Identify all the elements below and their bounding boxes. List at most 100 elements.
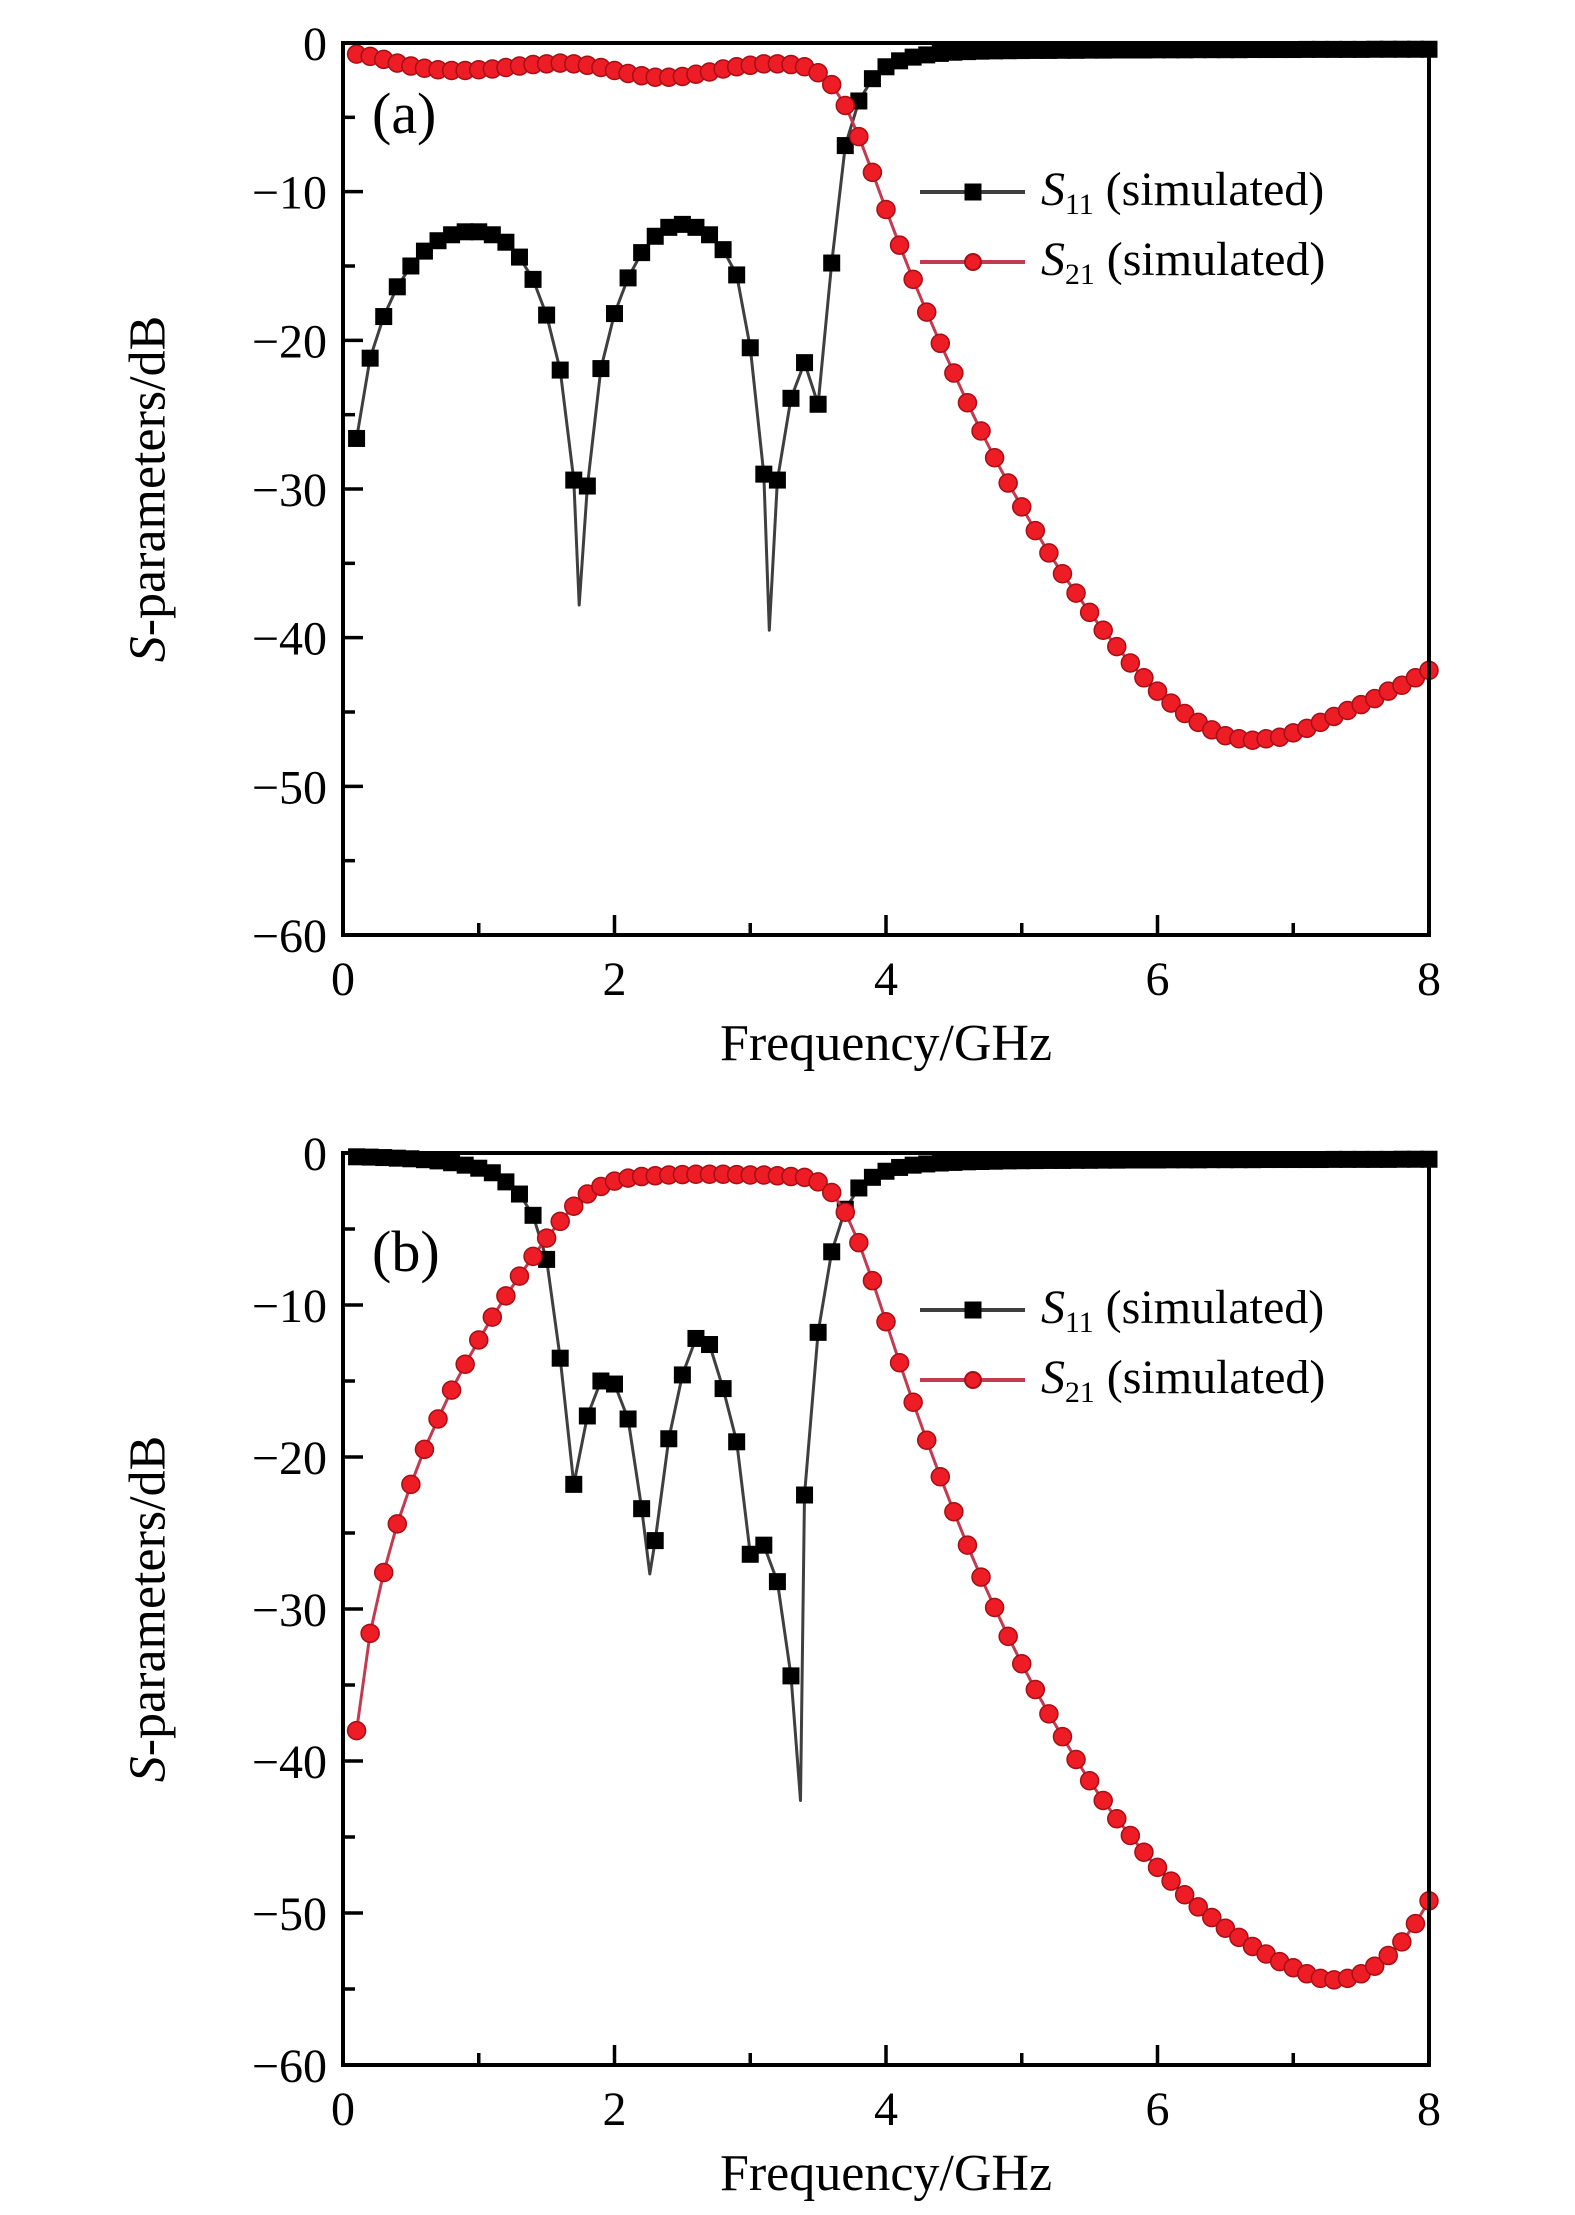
s21-circle-marker-icon	[1079, 602, 1100, 623]
s21-circle-marker-icon	[564, 1196, 584, 1216]
s21-circle-marker-icon	[944, 363, 964, 383]
s11-square-marker-icon	[958, 1153, 976, 1171]
s11-square-marker-icon	[741, 1545, 759, 1563]
s21-circle-marker-icon	[984, 448, 1005, 468]
s11-square-marker-icon	[1121, 1151, 1139, 1169]
s11-square-marker-icon	[1081, 41, 1099, 59]
s11-square-marker-icon	[904, 48, 922, 66]
s21-legend-label: S21 (simulated)	[1041, 233, 1326, 291]
s11-square-marker-icon	[891, 52, 909, 70]
s11-legend-label: S11 (simulated)	[1041, 163, 1325, 221]
s11-square-marker-icon	[809, 1323, 827, 1341]
s21-circle-marker-icon	[944, 1501, 964, 1522]
s21-circle-marker-icon	[1174, 703, 1195, 724]
s11-square-marker-icon	[1366, 1150, 1384, 1168]
x-tick-label: 2	[603, 953, 627, 1006]
s21-circle-marker-icon	[808, 62, 828, 83]
s11-square-marker-icon	[1108, 1151, 1126, 1169]
s11-square-marker-icon	[1189, 41, 1207, 59]
y-tick-label: −40	[252, 1736, 327, 1789]
legend-item-s11: S11 (simulated)	[920, 157, 1325, 227]
x-axis-title-a: Frequency/GHz	[719, 1015, 1053, 1072]
s21-circle-marker-icon	[1066, 1749, 1086, 1770]
series-s11-markers	[348, 1148, 1438, 1685]
s21-circle-marker-icon	[1052, 563, 1073, 584]
s21-circle-marker-icon	[1093, 1790, 1113, 1811]
series-s11-markers	[348, 40, 1438, 495]
panel-label-a: (a)	[372, 81, 437, 146]
s11-square-marker-icon	[524, 1206, 542, 1224]
s21-circle-marker-icon	[916, 1430, 937, 1451]
series-s11-line	[355, 47, 1429, 632]
s21-circle-marker-icon	[536, 1228, 557, 1248]
legend-item-s21: S21 (simulated)	[920, 227, 1325, 297]
s21-circle-marker-icon	[1107, 636, 1127, 657]
s11-square-marker-icon	[986, 42, 1004, 60]
s21-circle-marker-icon	[1202, 1907, 1222, 1928]
s11-square-marker-icon	[483, 1164, 501, 1182]
y-tick-labels: 0 −10 −20 −30 −40 −50 −60	[252, 18, 327, 963]
legend-item-s21: S21 (simulated)	[920, 1345, 1325, 1415]
s11-square-marker-icon	[633, 244, 651, 262]
y-axis-title-b: S-parameters/dB	[119, 1436, 178, 1783]
s11-square-marker-icon	[1271, 1151, 1289, 1169]
s11-square-marker-icon	[755, 1536, 773, 1554]
x-tick-labels: 0 2 4 6 8	[331, 2083, 1441, 2136]
s21-circle-marker-icon	[998, 1626, 1018, 1647]
s11-square-marker-icon	[823, 1243, 841, 1261]
s11-square-marker-icon	[768, 1573, 786, 1591]
s11-square-marker-icon	[1176, 1151, 1194, 1169]
s11-square-marker-icon	[606, 305, 623, 323]
s11-square-marker-icon	[646, 1532, 664, 1550]
s11-square-marker-icon	[578, 477, 596, 495]
y-axis-title-a: S-parameters/dB	[119, 316, 178, 663]
s11-square-marker-icon	[964, 183, 981, 201]
s11-square-marker-icon	[483, 226, 501, 244]
s11-square-marker-icon	[999, 42, 1017, 60]
s11-square-marker-icon	[470, 223, 488, 241]
s11-square-marker-icon	[986, 1152, 1004, 1170]
x-tick-label: 0	[331, 2083, 355, 2136]
s21-circle-marker-icon	[1188, 1897, 1208, 1917]
s11-square-marker-icon	[863, 70, 881, 88]
s11-square-marker-icon	[456, 223, 474, 241]
s21-circle-marker-icon	[455, 1354, 475, 1375]
y-tick-label: −20	[252, 315, 327, 368]
x-tick-label: 4	[874, 2083, 898, 2136]
s21-circle-marker-icon	[1066, 583, 1086, 603]
s11-square-marker-icon	[1149, 41, 1166, 59]
s11-square-marker-icon	[1094, 41, 1112, 59]
s11-square-marker-icon	[1135, 41, 1153, 59]
s21-circle-marker-icon	[835, 95, 856, 116]
y-tick-label: −40	[252, 613, 327, 666]
s11-square-marker-icon	[823, 254, 841, 272]
series-s21-markers	[346, 44, 1439, 750]
s21-circle-marker-icon	[1107, 1809, 1127, 1829]
s21-circle-marker-icon	[550, 1211, 570, 1232]
s11-square-marker-icon	[1311, 1151, 1329, 1169]
s11-square-marker-icon	[1257, 1151, 1275, 1169]
s11-square-marker-icon	[565, 471, 583, 489]
s21-circle-marker-icon	[903, 269, 923, 290]
s11-square-marker-icon	[945, 43, 963, 61]
s11-square-marker-icon	[660, 218, 678, 236]
s11-square-marker-icon	[1379, 1150, 1397, 1168]
s11-square-marker-icon	[728, 266, 746, 284]
s21-circle-marker-icon	[808, 1172, 828, 1192]
s21-circle-marker-icon	[876, 1311, 896, 1332]
s21-circle-marker-icon	[1392, 1932, 1412, 1952]
x-tick-label: 6	[1146, 2083, 1170, 2136]
s11-square-marker-icon	[1244, 1151, 1262, 1169]
s21-circle-marker-icon	[1039, 543, 1059, 563]
y-tick-label: −50	[252, 761, 327, 814]
s21-circle-marker-icon	[903, 1392, 923, 1413]
s21-circle-marker-icon	[1039, 1704, 1059, 1724]
s11-square-marker-icon	[836, 137, 854, 155]
s21-circle-marker-icon	[1161, 1871, 1181, 1891]
s21-circle-marker-icon	[428, 1409, 448, 1429]
s21-circle-marker-icon	[523, 1246, 543, 1267]
s11-square-marker-icon	[1216, 1151, 1234, 1169]
y-tick-label: −20	[252, 1432, 327, 1485]
s11-square-marker-icon	[796, 1486, 814, 1504]
